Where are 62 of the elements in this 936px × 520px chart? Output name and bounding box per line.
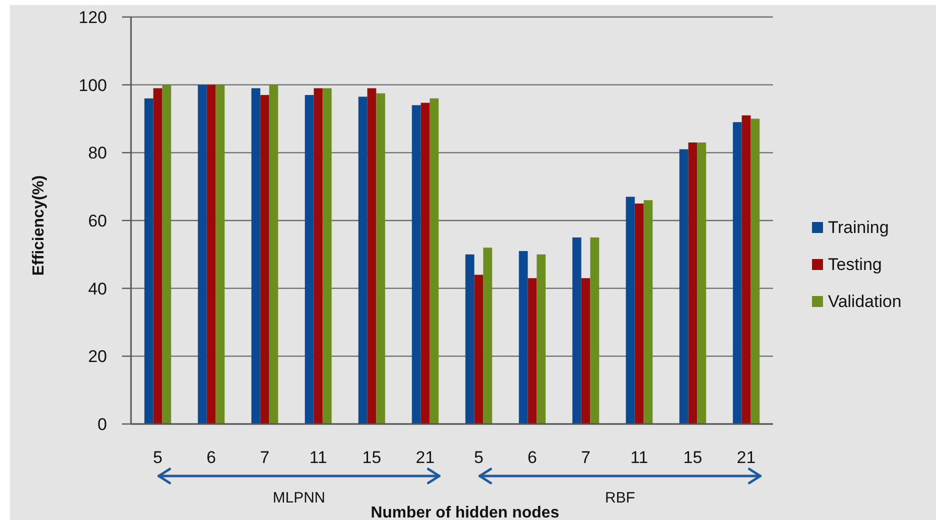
x-tick-label: 6 <box>528 448 537 467</box>
bar <box>528 278 537 424</box>
bar <box>626 196 635 424</box>
bar <box>251 88 260 424</box>
x-tick-label: 5 <box>153 448 162 467</box>
bar <box>367 88 376 424</box>
y-axis-title: Efficiency(%) <box>30 175 48 276</box>
bar <box>260 95 270 424</box>
bar <box>750 118 760 424</box>
bar <box>216 84 225 424</box>
bar <box>697 142 706 424</box>
x-tick-label: 21 <box>416 448 435 467</box>
bar <box>465 254 474 424</box>
y-tick-label: 100 <box>78 76 107 95</box>
bar <box>644 200 653 424</box>
x-tick-label: 11 <box>309 448 328 467</box>
bar <box>732 122 742 424</box>
bar <box>742 115 751 424</box>
x-tick-label: 7 <box>260 448 270 467</box>
bar <box>420 102 430 424</box>
legend-label: Training <box>828 218 889 237</box>
bar <box>634 204 644 424</box>
bar <box>153 88 162 424</box>
bar <box>590 237 600 424</box>
bar <box>536 254 546 424</box>
x-tick-label: 21 <box>736 448 756 467</box>
text: RBF <box>605 489 635 506</box>
y-tick-label: 120 <box>78 8 107 27</box>
y-tick-label: 40 <box>88 279 107 298</box>
x-tick-label: 5 <box>474 448 484 467</box>
legend-label: Testing <box>828 254 882 274</box>
bar <box>518 251 528 424</box>
y-tick-label: 60 <box>88 211 107 230</box>
bar <box>430 98 439 424</box>
bar <box>322 88 332 424</box>
bar <box>304 95 314 424</box>
x-tick-label: 15 <box>362 448 382 467</box>
x-axis-title: Number of hidden nodes <box>370 504 560 520</box>
x-tick-label: 7 <box>581 448 590 467</box>
bar <box>269 84 278 424</box>
bar <box>474 274 484 424</box>
bar <box>206 84 216 424</box>
y-tick-label: 20 <box>88 347 107 366</box>
bar <box>581 278 590 424</box>
x-tick-label: 6 <box>206 448 216 467</box>
y-tick-label: 0 <box>98 414 107 434</box>
bar <box>314 88 323 424</box>
x-tick-label: 15 <box>683 448 702 467</box>
bar <box>688 142 698 424</box>
bar <box>198 84 207 424</box>
bar <box>483 248 492 424</box>
bar <box>376 93 386 424</box>
bar <box>358 96 368 424</box>
bar <box>144 98 154 424</box>
x-tick-label: 11 <box>630 448 648 467</box>
bar <box>162 84 172 424</box>
bar <box>679 149 688 424</box>
legend-label: Validation <box>828 292 902 311</box>
bar <box>572 237 582 424</box>
text: MLPNN <box>272 489 326 506</box>
bar <box>412 105 421 424</box>
y-tick-label: 80 <box>88 144 107 163</box>
